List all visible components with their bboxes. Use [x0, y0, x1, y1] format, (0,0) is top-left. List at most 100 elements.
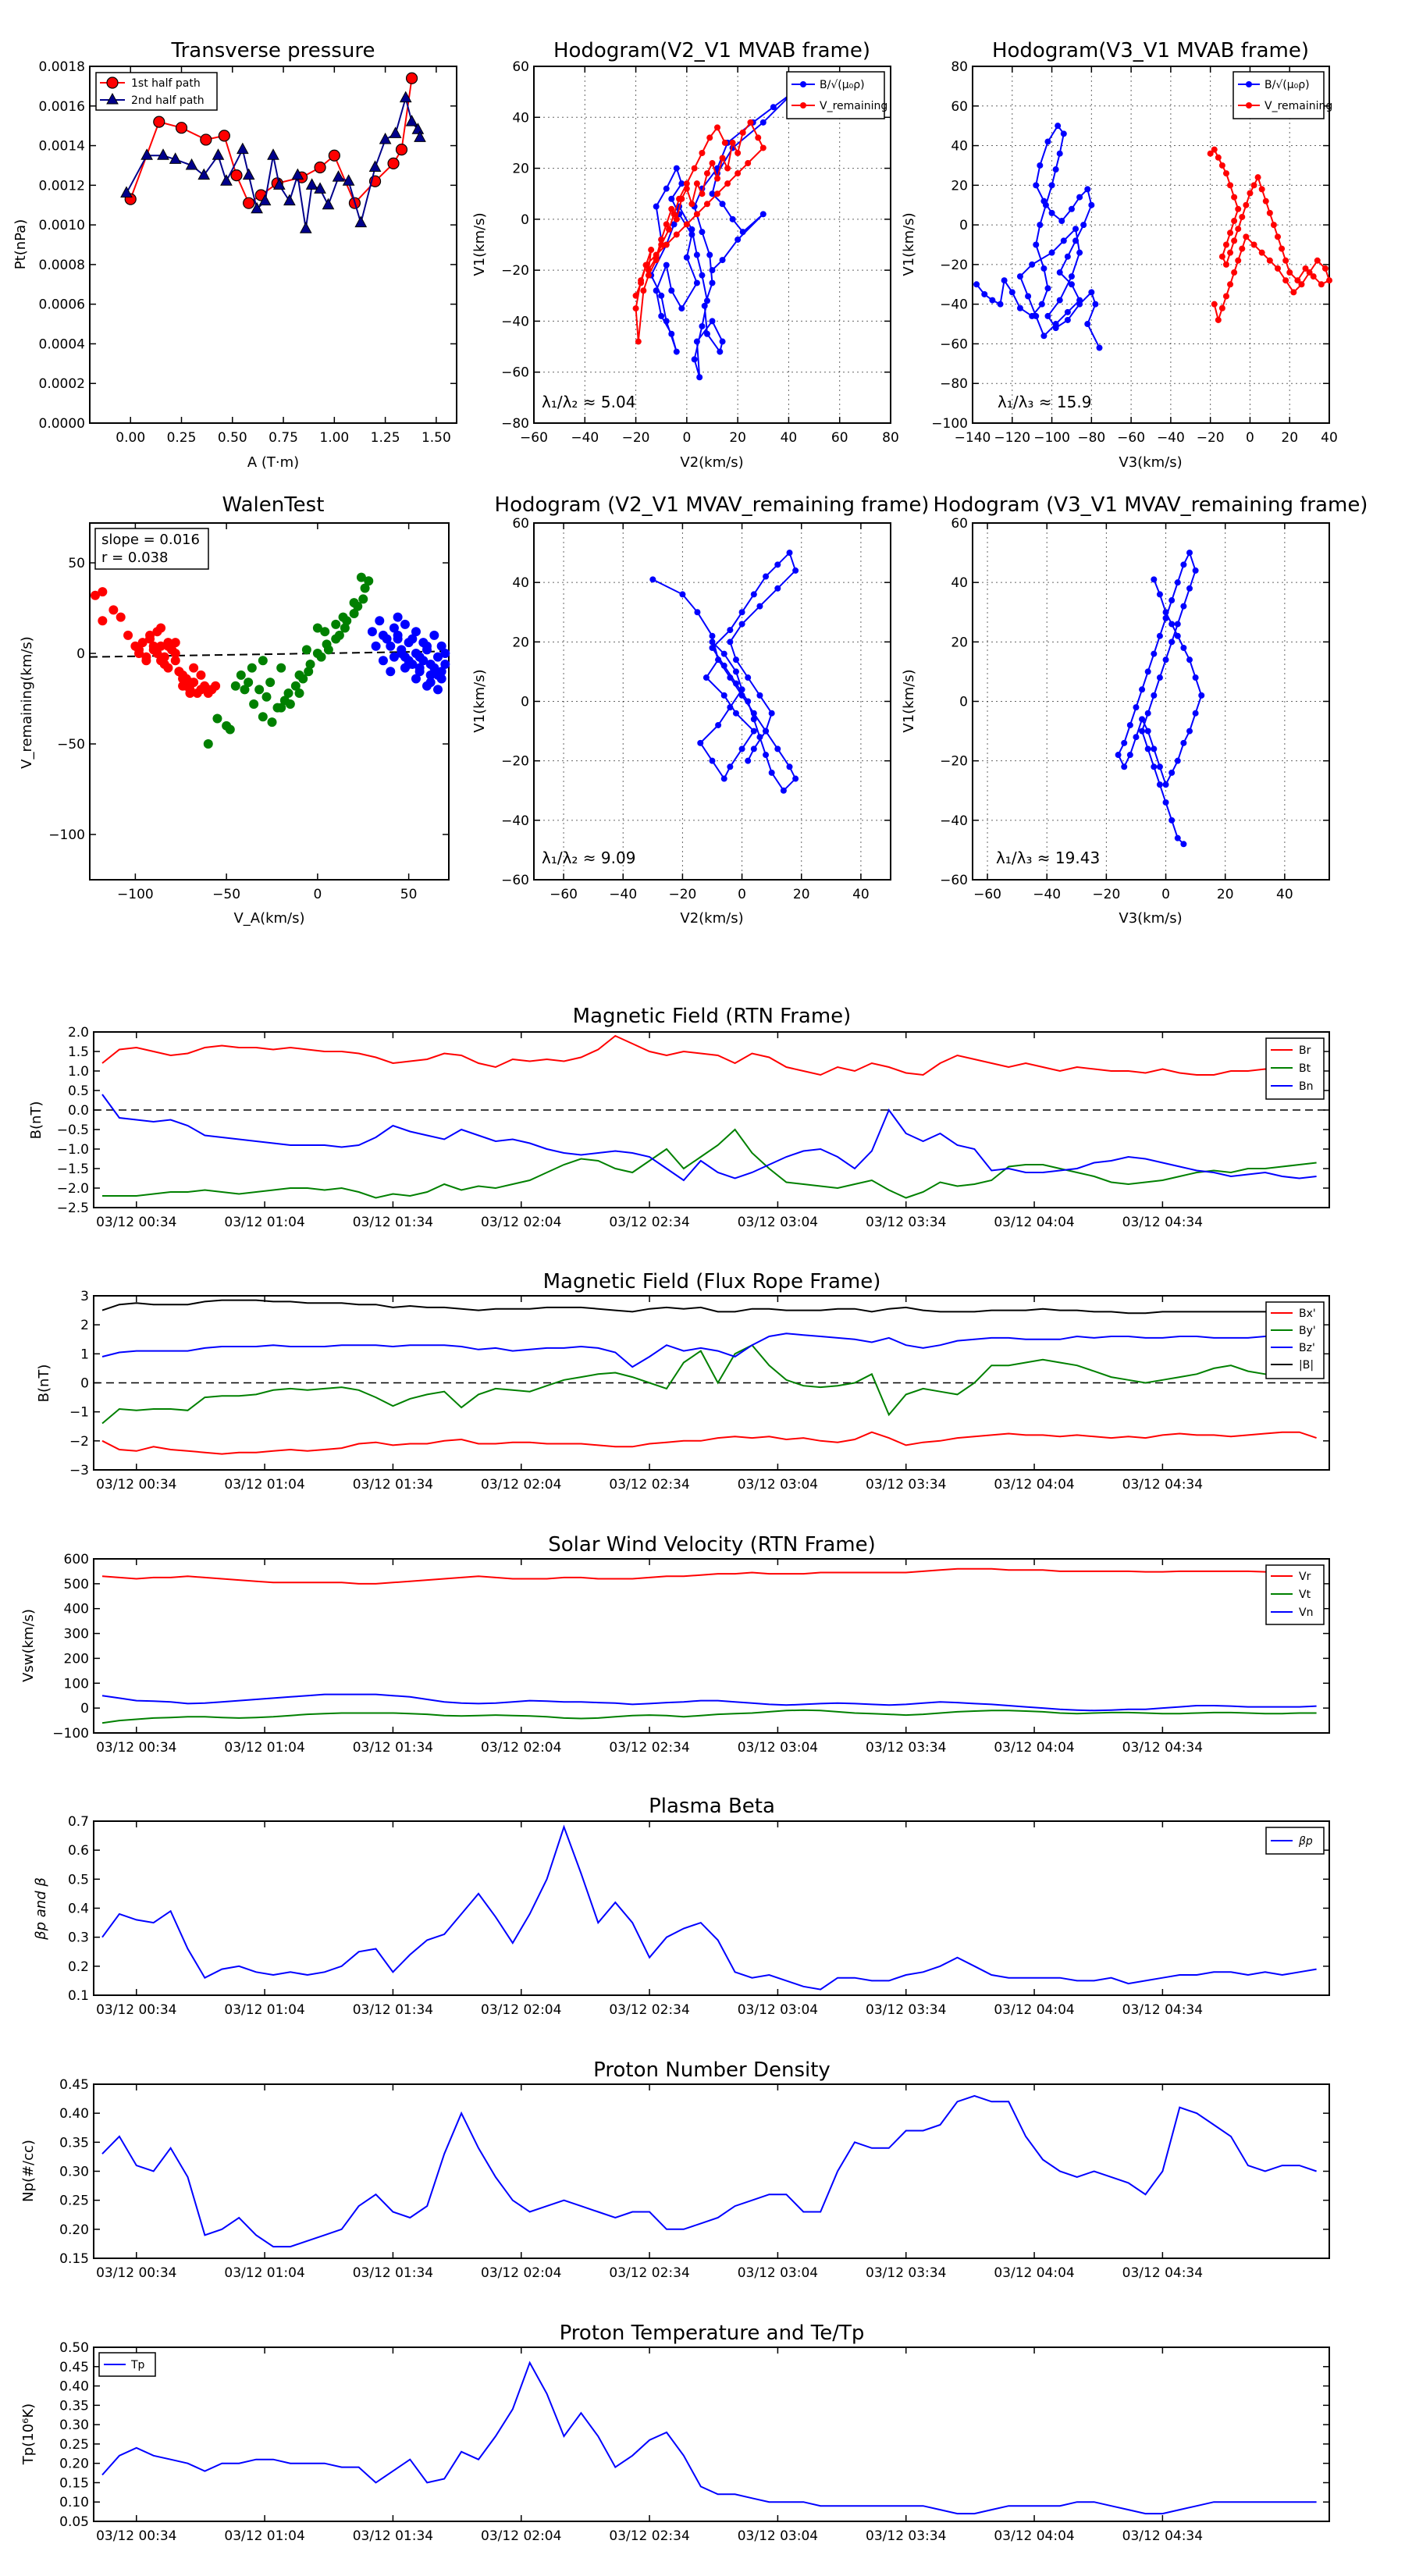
temp-ylabel: Tp(10⁶K) — [20, 2403, 37, 2465]
walen-point — [141, 652, 151, 662]
second-half-path-point — [272, 178, 286, 190]
hodogram-series-1-point — [1326, 277, 1332, 284]
panel-vsw: Solar Wind Velocity (RTN Frame) 03/12 00… — [20, 1533, 1330, 1756]
walen-point — [261, 692, 272, 702]
x-tick-label: 03/12 03:34 — [866, 1740, 946, 1756]
hodogram-series-0-point — [973, 281, 980, 288]
x-tick-label: 03/12 04:34 — [1122, 2265, 1203, 2281]
hodogram-series-1-point — [755, 134, 762, 141]
walen-point — [411, 627, 421, 637]
hodogram-series-0-point — [1037, 222, 1044, 229]
hodogram-series-1-point — [714, 175, 721, 182]
x-tick-label: 03/12 03:04 — [738, 1215, 818, 1230]
second-half-path-point — [267, 148, 279, 160]
hodogram-series-1-point — [1235, 257, 1242, 264]
hodogram-series-0-point — [763, 752, 770, 759]
hodogram-series-0-point — [1092, 301, 1099, 308]
y-tick-label: 20 — [512, 635, 529, 650]
y-tick-label: 0.35 — [59, 2135, 89, 2151]
hodogram-series-1-point — [1258, 186, 1265, 193]
hodogram-series-1-point — [745, 160, 752, 167]
x-tick-label: 03/12 00:34 — [96, 2265, 176, 2281]
temp-legend: Tp — [98, 2352, 156, 2377]
walen-point — [304, 667, 314, 677]
hodogram-series-0-point — [653, 203, 660, 210]
hodogram-series-1-point — [668, 205, 675, 212]
hodogram-series-0-point — [699, 322, 706, 329]
hodogram-series-0-point — [738, 745, 745, 753]
walen-point — [116, 612, 126, 622]
hodogram-series-1-point — [1227, 281, 1234, 288]
hodogram-series-0-point — [1072, 237, 1080, 244]
legend-label-v: V_remaining — [820, 100, 887, 112]
hodogram-series-1-point — [691, 165, 698, 172]
legend-label-vr: Vr — [1299, 1571, 1311, 1583]
hodogram-series-1-point — [1302, 265, 1309, 272]
x-tick-label: 03/12 01:04 — [224, 2002, 304, 2018]
x-tick-label: 03/12 04:04 — [994, 2528, 1074, 2544]
hodogram-series-0-point — [1192, 710, 1199, 717]
walen-point — [236, 670, 246, 680]
hodogram-series-0-point — [1029, 261, 1036, 268]
walen-point — [240, 685, 250, 695]
vsw-ylabel: Vsw(km/s) — [20, 1609, 37, 1682]
hodogram-series-0-point — [1033, 312, 1040, 319]
hodogram-series-0-point — [1133, 704, 1140, 711]
hodogram-series-1-point — [1310, 273, 1317, 280]
hodogram-series-0-point — [1144, 745, 1151, 753]
hodogram-series-0-point — [709, 644, 716, 651]
density-plot-area: 03/12 00:34 03/12 01:04 03/12 01:34 03/12 0… — [59, 2077, 1329, 2281]
hodogram-series-1-point — [703, 170, 710, 177]
walen-point — [294, 688, 304, 699]
walen-point — [407, 634, 418, 644]
second-half-path-point — [169, 152, 182, 164]
walen-point — [425, 659, 436, 669]
bfield-fr-legend: Bx' By' Bz' |B| — [1265, 1301, 1325, 1379]
hodogram-series-0-point — [780, 787, 787, 794]
x-tick-label: 03/12 03:04 — [738, 2265, 818, 2281]
y-tick-label: 0 — [959, 218, 968, 233]
y-tick-label: 0.30 — [59, 2418, 89, 2433]
walen-point — [389, 652, 399, 662]
walen-point — [301, 645, 311, 655]
density-ylabel: Np(#/cc) — [20, 2140, 37, 2202]
hodogram-series-0-point — [1186, 656, 1193, 664]
second-half-path-point — [140, 148, 153, 160]
legend-label-2nd-half: 2nd half path — [131, 94, 205, 107]
hodogram-series-0-point — [1156, 763, 1163, 770]
x-tick-label: −60 — [1117, 430, 1145, 446]
y-tick-label: 1.0 — [68, 1064, 89, 1080]
second-half-path-point — [283, 194, 296, 206]
hodo2-plot-area: −140 −120 −100 −80 −60 −40 −20 0 20 40−100−80−60−… — [931, 59, 1338, 446]
hodogram-series-0-point — [1068, 273, 1075, 280]
hodogram-series-0-point — [1162, 799, 1169, 806]
hodogram-series-1-point — [666, 226, 673, 233]
hodogram-series-1-point — [670, 211, 678, 218]
hodogram-series-0-point — [701, 302, 708, 309]
x-tick-label: −50 — [212, 887, 240, 902]
x-tick-label: 0 — [682, 430, 691, 446]
hodogram-series-0-point — [727, 639, 734, 646]
panel-density: Proton Number Density 03/12 00:34 03/12 0… — [20, 2058, 1330, 2281]
first-half-path-point — [175, 122, 188, 134]
legend-box — [1232, 71, 1325, 119]
hodogram-series-0-point — [1056, 297, 1063, 304]
hodo3-xlabel: V2(km/s) — [680, 910, 743, 927]
hodogram-series-1-point — [719, 155, 726, 162]
hodogram-series-1-point — [1211, 301, 1218, 308]
y-tick-label: 0.6 — [68, 1843, 89, 1859]
hodogram-series-0-point — [1064, 316, 1071, 323]
y-tick-label: 0.0018 — [39, 59, 85, 75]
hodogram-series-0-point — [1056, 150, 1063, 157]
hodogram-series-0-point — [706, 251, 713, 258]
temp-plot-area: 03/12 00:34 03/12 01:04 03/12 01:34 03/12 0… — [59, 2340, 1329, 2544]
hodogram-series-0-point — [727, 627, 734, 634]
walen-point — [134, 645, 144, 655]
first-half-path-point — [200, 133, 212, 146]
x-tick-label: 03/12 03:34 — [866, 2528, 946, 2544]
hodogram-series-0-point — [763, 573, 770, 580]
hodogram-series-0-point — [1044, 285, 1051, 292]
hodogram-series-0-point — [1186, 728, 1193, 735]
walen-point — [320, 627, 330, 637]
y-tick-label: −100 — [52, 1726, 89, 1742]
